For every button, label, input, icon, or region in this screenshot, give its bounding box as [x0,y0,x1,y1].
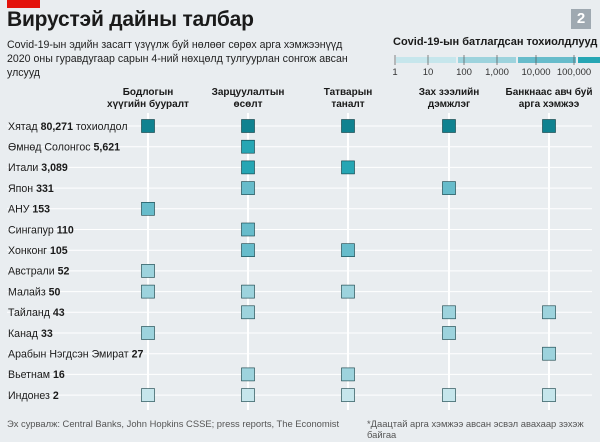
brand-red-bar [7,0,40,8]
legend-tick-label: 100 [456,67,472,78]
column-header: өсөлт [233,99,262,110]
legend-title: Covid-19-ын батлагдсан тохиолдлууд [393,36,598,48]
column-header: дэмжлэг [428,99,470,110]
column-header: таналт [331,99,364,110]
heatmap-cell [241,388,255,402]
legend-tick-label: 10 [423,67,434,78]
column-header: Зах зээлийн [419,87,480,98]
heatmap-cell [141,202,155,216]
heatmap-cell [241,284,255,299]
chart-subtitle: Covid-19-ын эдийн засагт үзүүлж буй нөлө… [7,38,367,80]
row-label: АНУ 153 [8,204,50,216]
heatmap-cell [241,222,255,237]
heatmap-cell [542,346,556,361]
heatmap-cell [442,119,456,133]
heatmap-cell [141,119,155,133]
heatmap-cell [241,160,255,175]
heatmap-cell [241,367,255,382]
legend-color-band [458,57,516,63]
heatmap-cell [241,119,255,133]
column-header: арга хэмжээ [519,99,580,110]
column-header: Бодлогын [123,87,174,98]
row-label: Индонез 2 [8,390,59,402]
heatmap-cell [141,326,155,340]
heatmap-cell [341,367,355,382]
legend-color-band [518,57,576,63]
heatmap-cell [542,305,556,320]
heatmap-cell [141,388,155,402]
legend-tick-label: 100,000 [557,67,591,78]
legend-color-band [578,57,600,63]
row-label: Австрали 52 [8,266,69,278]
heatmap-cell [241,243,255,257]
heatmap-cell [241,139,255,154]
heatmap-cell [141,284,155,299]
row-label: Итали 3,089 [8,162,68,174]
legend-tick-label: 1,000 [485,67,509,78]
row-label: Хонконг 105 [8,245,68,257]
heatmap-cell [442,181,456,195]
heatmap-cell [341,243,355,257]
heatmap-cell [241,305,255,320]
footnote: *Даацтай арга хэмжээ авсан эсвэл авахаар… [367,418,584,440]
row-label: Сингапур 110 [8,224,74,236]
subtitle-line-1: Covid-19-ын эдийн засагт үзүүлж буй нөлө… [7,39,343,51]
row-label: Хятад 80,271 тохиолдол [8,121,128,133]
heatmap-cell [442,326,456,340]
heatmap-cell [241,181,255,195]
column-header: хүүгийн бууралт [107,98,189,110]
row-label: Өмнөд Солонгос 5,621 [8,142,120,154]
column-header: Зарцуулалтын [212,87,285,98]
heatmap-cell [341,119,355,133]
row-label: Арабын Нэгдсэн Эмират 27 [8,349,144,361]
heatmap-cell [542,388,556,402]
legend-tick-label: 1 [392,67,397,78]
row-label: Тайланд 43 [8,307,65,319]
heatmap-cell [442,388,456,402]
legend-color-band [396,57,456,63]
column-header: Татварын [324,87,373,98]
chart-title: Вирустэй дайны талбар [7,8,254,31]
heatmap-cell [341,388,355,402]
heatmap-cell [341,160,355,175]
row-label: Канад 33 [8,328,53,340]
subtitle-line-2: 2020 оны гуравдугаар сарын 4-ний нөхцөлд… [7,53,348,79]
row-label: Малайз 50 [8,286,61,298]
column-header: Банкнаас авч буй [506,86,593,98]
row-label: Япон 331 [8,183,54,195]
heatmap-cell [341,284,355,299]
legend-tick-label: 10,000 [521,67,550,78]
source-note: Эх сурвалж: Central Banks, John Hopkins … [7,418,340,429]
row-label: Вьетнам 16 [8,369,65,381]
heatmap-cell [442,305,456,320]
heatmap-cell [542,119,556,133]
chart-number-badge: 2 [571,9,591,29]
heatmap-cell [141,264,155,278]
